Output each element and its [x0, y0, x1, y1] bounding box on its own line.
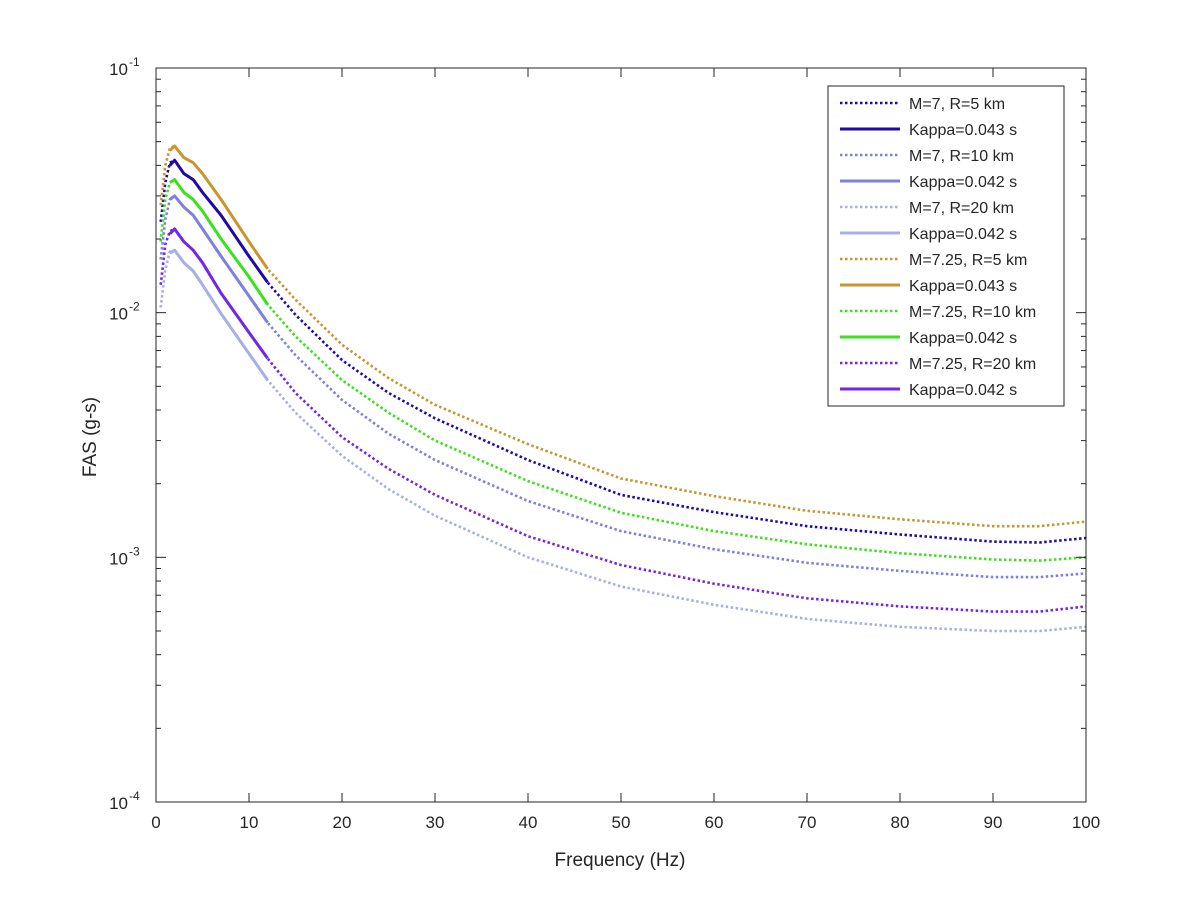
y-tick-label: 10	[109, 794, 128, 813]
x-tick-label: 100	[1072, 813, 1100, 832]
x-axis-label: Frequency (Hz)	[555, 850, 686, 871]
x-tick-label: 50	[612, 813, 631, 832]
legend-label: Kappa=0.042 s	[909, 330, 1017, 347]
series-line-12	[168, 227, 269, 360]
legend-box	[827, 85, 1065, 407]
y-tick-label: 10	[109, 305, 128, 324]
series-line-4	[168, 194, 269, 324]
y-tick-exponent: -4	[129, 789, 140, 803]
series-line-5	[159, 248, 1087, 633]
legend-label: M=7, R=5 km	[909, 96, 1005, 113]
legend-label: M=7.25, R=20 km	[909, 356, 1036, 373]
x-tick-label: 10	[240, 813, 259, 832]
y-tick-label: 10	[109, 60, 128, 79]
y-tick-exponent: -3	[129, 544, 140, 558]
x-tick-label: 70	[798, 813, 817, 832]
series-line-6	[169, 248, 269, 381]
y-tick-exponent: -2	[129, 300, 140, 314]
y-axis-label: FAS (g-s)	[80, 397, 101, 477]
series-layer	[159, 144, 1087, 633]
legend-label: Kappa=0.043 s	[909, 278, 1017, 295]
series-line-9	[159, 178, 1087, 562]
x-tick-label: 60	[705, 813, 724, 832]
legend-label: M=7.25, R=5 km	[909, 252, 1027, 269]
series-line-8	[168, 144, 269, 270]
series-line-3	[159, 194, 1087, 579]
x-tick-label: 40	[519, 813, 538, 832]
series-line-11	[159, 227, 1087, 613]
series-line-2	[168, 158, 269, 284]
legend-label: Kappa=0.042 s	[909, 174, 1017, 191]
legend-label: Kappa=0.042 s	[909, 382, 1017, 399]
legend-label: M=7, R=20 km	[909, 200, 1014, 217]
legend-label: Kappa=0.043 s	[909, 122, 1017, 139]
series-line-10	[169, 178, 269, 306]
x-tick-label: 0	[151, 813, 160, 832]
legend: M=7, R=5 km Kappa=0.043 s M=7, R=10 km Kapp…	[827, 85, 1065, 407]
x-tick-label: 30	[426, 813, 445, 832]
legend-label: Kappa=0.042 s	[909, 226, 1017, 243]
x-tick-label: 90	[984, 813, 1003, 832]
legend-label: M=7.25, R=10 km	[909, 304, 1036, 321]
x-tick-label: 80	[891, 813, 910, 832]
legend-label: M=7, R=10 km	[909, 148, 1014, 165]
y-tick-exponent: -1	[129, 55, 140, 69]
y-tick-label: 10	[109, 549, 128, 568]
x-tick-label: 20	[333, 813, 352, 832]
